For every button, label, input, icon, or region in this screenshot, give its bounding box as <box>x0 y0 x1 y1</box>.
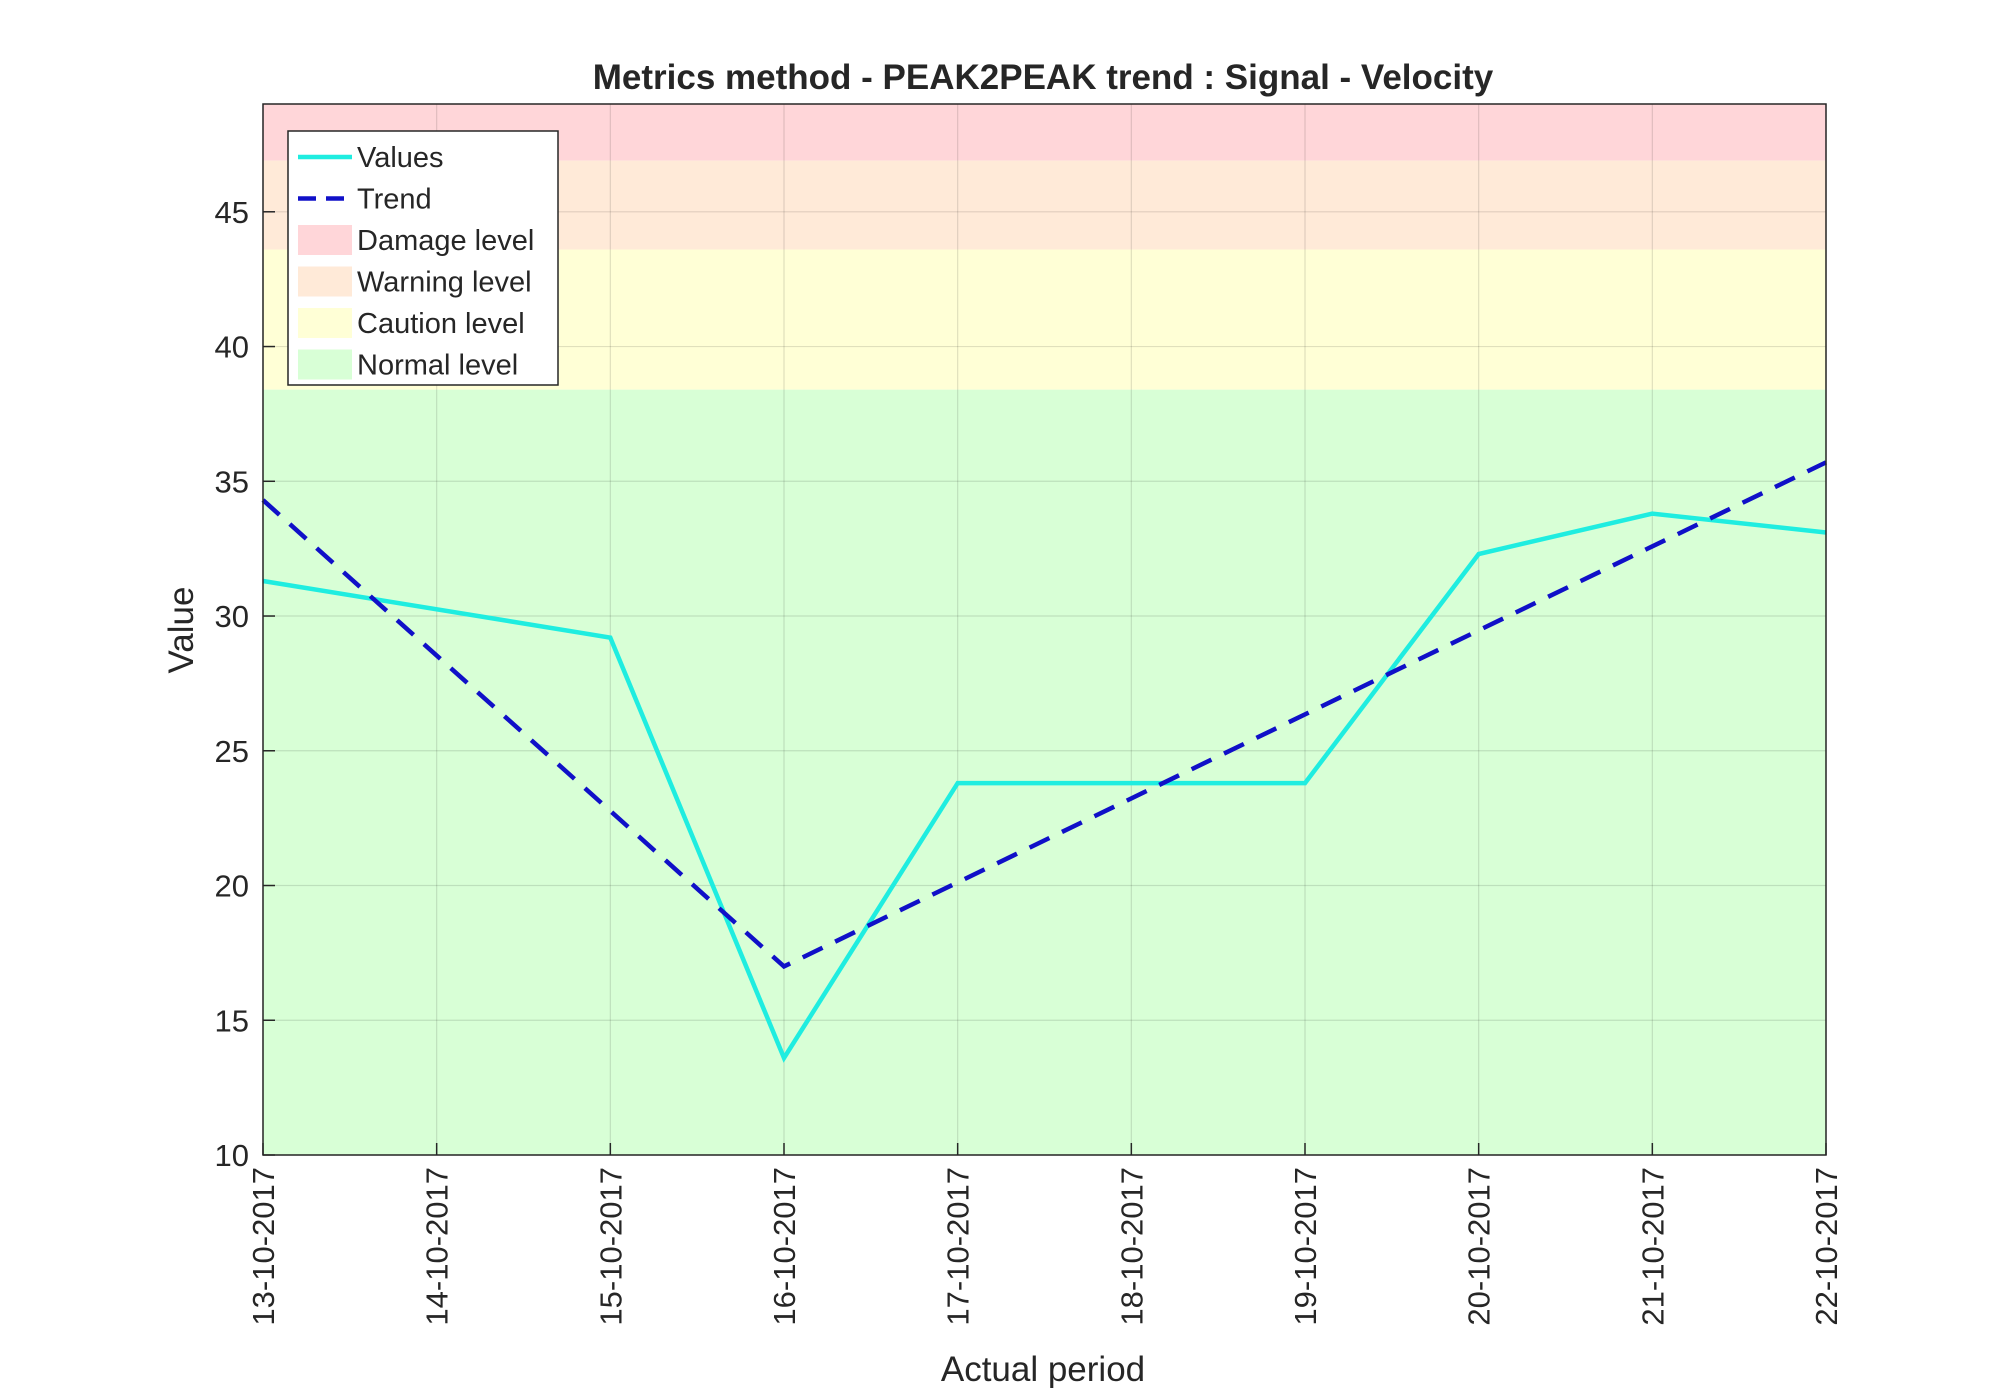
legend-label: Trend <box>357 184 432 216</box>
legend-swatch-normal-level <box>298 349 352 380</box>
x-tick-label: 13-10-2017 <box>246 1167 281 1326</box>
legend-label: Values <box>357 142 444 174</box>
x-tick-label: 14-10-2017 <box>420 1167 455 1326</box>
series-line-values <box>262 511 1827 1063</box>
x-tick-label: 19-10-2017 <box>1288 1167 1323 1326</box>
legend-label: Damage level <box>357 225 534 257</box>
y-tick-label: 10 <box>215 1138 249 1173</box>
threshold-bands <box>263 104 1826 1156</box>
x-tick-label: 18-10-2017 <box>1114 1167 1149 1326</box>
band-normal-level <box>263 389 1826 1156</box>
y-tick-label: 35 <box>215 464 249 499</box>
legend-label: Warning level <box>357 267 532 299</box>
y-tick-label: 30 <box>215 599 249 634</box>
x-tick-label: 16-10-2017 <box>767 1167 802 1326</box>
y-tick-label: 20 <box>215 869 249 904</box>
series-layer <box>261 460 1827 1063</box>
legend-swatch-caution-level <box>298 308 352 338</box>
y-axis-label: Value <box>162 587 201 674</box>
legend: Values Trend Damage level Warning level Caut… <box>287 130 559 386</box>
legend-box <box>287 130 559 386</box>
legend-swatch-warning-level <box>298 266 352 297</box>
y-tick-label: 15 <box>215 1003 249 1038</box>
plot-frame <box>262 103 1827 1156</box>
x-axis-label: Actual period <box>941 1350 1145 1388</box>
legend-swatch-damage-level <box>298 225 352 255</box>
legend-label: Caution level <box>357 308 525 340</box>
x-tick-label: 22-10-2017 <box>1809 1167 1844 1326</box>
legend-label: Normal level <box>357 350 518 382</box>
y-tick-label: 40 <box>215 330 249 365</box>
y-tick-label: 45 <box>215 195 249 230</box>
x-tick-label: 21-10-2017 <box>1635 1167 1670 1326</box>
x-tick-label: 15-10-2017 <box>593 1167 628 1326</box>
x-tick-label: 20-10-2017 <box>1462 1167 1497 1326</box>
y-axis-ticks: 10 15 20 25 30 35 40 45 <box>215 195 275 1173</box>
chart-title: Metrics method - PEAK2PEAK trend : Signa… <box>593 58 1494 97</box>
x-axis-ticks: 13-10-2017 14-10-2017 15-10-2017 16-10-2017… <box>246 1143 1844 1326</box>
y-tick-label: 25 <box>215 734 249 769</box>
x-tick-label: 17-10-2017 <box>941 1167 976 1326</box>
